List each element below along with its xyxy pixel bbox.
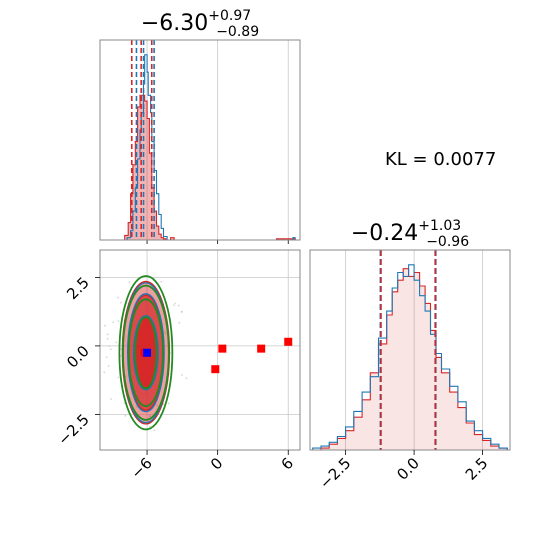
joint-sample-point: [167, 402, 170, 405]
param2-title-plus: +1.03: [418, 218, 461, 234]
hist2-frame: [309, 249, 511, 451]
hist-panel-param1: [99, 39, 301, 244]
param2-title-main: −0.24: [351, 221, 418, 246]
joint-green-contour-1: [127, 298, 164, 408]
joint-red-marker-1: [211, 365, 220, 374]
joint-sample-point: [149, 415, 152, 417]
joint-sample-point: [107, 365, 110, 367]
hist1-series: [121, 40, 298, 240]
joint-ytick-label-2: −2.5: [54, 410, 92, 448]
joint-red-marker-3: [257, 344, 266, 353]
joint-sample-point: [117, 320, 120, 322]
kl-label: KL = 0.0077: [385, 149, 496, 170]
hist1-red-fill: [121, 95, 298, 240]
joint-xtick-label-1: 0: [207, 454, 226, 473]
hist2-tick-label-1: 0.0: [393, 454, 423, 484]
joint-sample-point: [178, 321, 181, 324]
joint-sample-point: [106, 337, 109, 340]
joint-blue-contour-1: [126, 293, 165, 413]
joint-sample-point: [108, 345, 111, 348]
joint-sample-point: [156, 404, 159, 407]
joint-green-contour-2: [122, 284, 170, 421]
joint-sample-point: [153, 429, 156, 431]
hist2-tick-label-2: 2.5: [462, 454, 492, 484]
hist1-blue-step: [123, 54, 297, 240]
param1-title-plus: +0.97: [208, 8, 251, 24]
param1-title: −6.30+0.97 −0.89: [141, 8, 259, 40]
joint-ytick-label-0: 2.5: [63, 273, 93, 303]
joint-sample-point: [164, 332, 167, 335]
hist2-blue-step: [312, 264, 510, 450]
joint-green-contour-0: [134, 316, 158, 390]
joint-blue-marker: [143, 348, 152, 357]
param1-title-minus: −0.89: [216, 24, 259, 40]
joint-panel: −6 0 6 2.5 0.0 −2.5: [54, 249, 301, 482]
param2-title-minus: −0.96: [426, 234, 469, 250]
joint-sample-point: [164, 331, 167, 334]
joint-sample-point: [128, 281, 131, 284]
joint-frame: [99, 249, 301, 451]
hist1-frame: [99, 39, 301, 241]
joint-blue-contour-0: [132, 315, 159, 391]
joint-sample-point: [148, 425, 151, 428]
joint-sample-point: [174, 302, 176, 305]
joint-sample-point: [117, 376, 120, 379]
hist-panel-param2: −2.5 0.0 2.5: [309, 249, 511, 493]
joint-sample-point: [105, 356, 108, 359]
hist2-tick-label-0: −2.5: [316, 454, 354, 492]
joint-sample-point: [177, 304, 180, 307]
joint-sample-point: [110, 398, 112, 400]
joint-contours: [103, 275, 293, 431]
joint-ytick-label-1: 0.0: [63, 342, 93, 372]
joint-red-marker-4: [284, 337, 293, 346]
joint-green-contour-3: [118, 275, 174, 431]
joint-sample-point: [180, 311, 183, 313]
hist1-grid: [146, 40, 289, 244]
joint-axes: −6 0 6 2.5 0.0 −2.5: [54, 273, 297, 482]
hist2-series: [312, 250, 510, 450]
joint-sample-point: [117, 296, 119, 299]
joint-sample-point: [181, 374, 183, 376]
joint-sample-point: [106, 333, 109, 336]
joint-sample-point: [103, 371, 106, 374]
joint-sample-point: [173, 304, 175, 307]
joint-red-marker-2: [218, 344, 227, 353]
joint-sample-point: [104, 324, 106, 327]
joint-sample-point: [160, 280, 163, 283]
param1-title-main: −6.30: [141, 11, 208, 36]
hist2-red-fill: [312, 268, 510, 450]
hist2-axes: −2.5 0.0 2.5: [316, 450, 491, 493]
joint-sample-point: [109, 348, 112, 351]
joint-sample-point: [112, 321, 114, 324]
joint-sample-point: [124, 414, 127, 417]
hist2-grid: [345, 250, 484, 450]
joint-xtick-label-2: 6: [278, 454, 297, 473]
joint-sample-point: [115, 341, 118, 344]
joint-sample-point: [119, 301, 122, 304]
joint-sample-point: [136, 405, 138, 408]
joint-sample-point: [185, 377, 188, 380]
param2-title: −0.24+1.03 −0.96: [351, 218, 469, 250]
joint-xtick-label-0: −6: [128, 454, 156, 482]
